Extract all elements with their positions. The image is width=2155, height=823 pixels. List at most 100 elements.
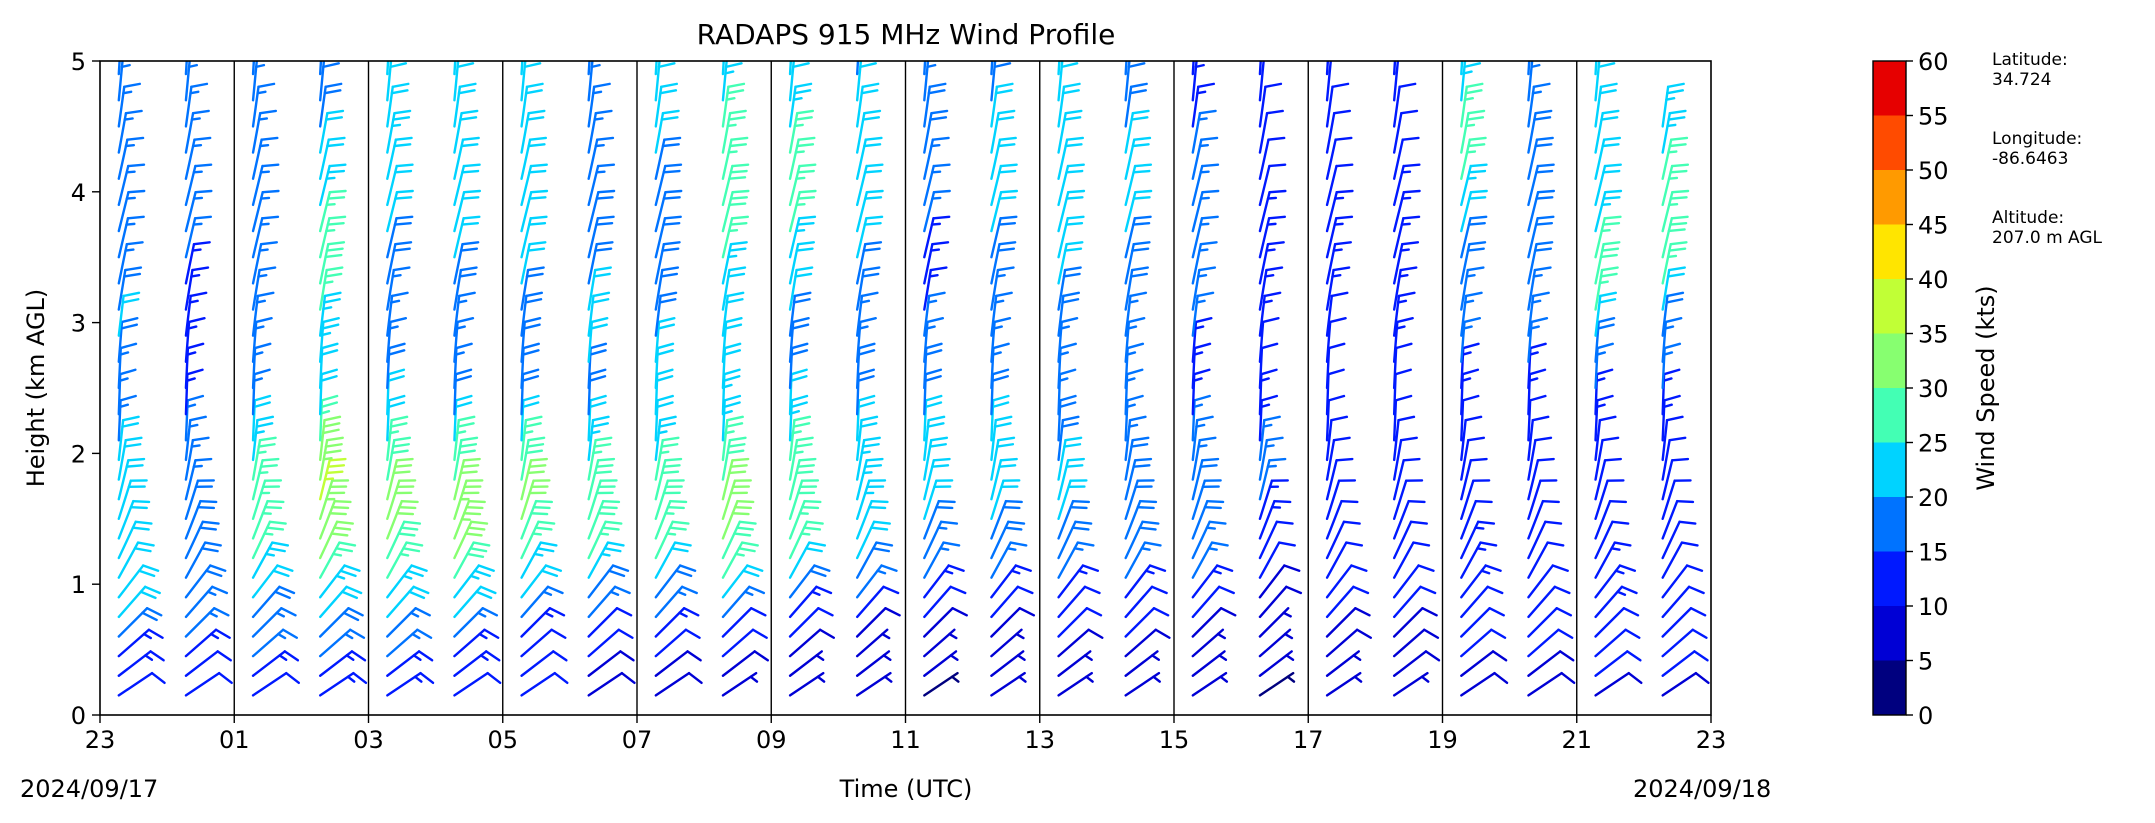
barb-feather	[791, 323, 810, 330]
colorbar-block	[1873, 497, 1906, 552]
barb-feather	[136, 541, 155, 547]
barb-shaft	[1392, 459, 1405, 501]
wind-barb	[251, 436, 277, 481]
wind-barb	[1057, 499, 1091, 540]
barb-half-feather	[1264, 274, 1275, 278]
wind-barb	[251, 215, 280, 259]
barb-feather	[524, 30, 539, 34]
barb-feather	[588, 401, 607, 409]
barb-half-feather	[1463, 45, 1471, 47]
barb-feather	[320, 368, 338, 376]
barb-half-feather	[185, 377, 196, 382]
barb-half-feather	[795, 229, 806, 233]
barb-feather	[1062, 291, 1081, 298]
wind-barb	[386, 215, 414, 259]
barb-feather	[591, 422, 609, 428]
barb-feather	[526, 443, 545, 448]
wind-barb	[520, 136, 548, 180]
barb-feather	[1262, 30, 1277, 34]
wind-barb	[587, 520, 623, 560]
barb-feather	[1622, 607, 1640, 617]
barb-feather	[1466, 266, 1485, 272]
wind-barb	[251, 479, 283, 520]
wind-barb	[251, 520, 287, 560]
wind-barb	[788, 215, 817, 259]
wind-barb	[990, 415, 1013, 462]
barb-half-feather	[1077, 569, 1088, 575]
barb-feather	[324, 253, 343, 259]
barb-feather	[1464, 89, 1483, 95]
barb-feather	[1535, 196, 1554, 200]
barb-feather	[996, 247, 1016, 252]
barb-feather	[546, 585, 564, 595]
barb-feather	[532, 505, 551, 510]
barb-half-feather	[815, 654, 825, 661]
barb-feather	[324, 443, 343, 448]
barb-feather	[1126, 394, 1144, 402]
barb-feather	[790, 368, 808, 376]
barb-feather	[1273, 499, 1292, 504]
barb-shaft	[587, 61, 591, 76]
barb-half-feather	[335, 574, 346, 580]
barb-feather	[1534, 436, 1553, 442]
wind-barb	[1392, 61, 1401, 102]
wind-barb	[117, 564, 160, 599]
barb-feather	[798, 163, 817, 168]
barb-feather	[1666, 82, 1685, 88]
barb-shaft	[1661, 438, 1671, 481]
colorbar-blocks	[1873, 61, 1906, 715]
barb-half-feather	[1262, 423, 1273, 428]
barb-half-feather	[881, 632, 891, 640]
barb-feather	[796, 196, 816, 200]
barb-shaft	[990, 585, 1019, 619]
wind-barb	[788, 436, 814, 481]
wind-barb	[318, 61, 340, 102]
barb-feather	[486, 671, 502, 685]
barb-feather	[281, 628, 298, 639]
barb-feather	[528, 221, 547, 226]
barb-feather	[536, 547, 555, 553]
wind-barb	[1124, 436, 1150, 481]
colorbar-block	[1873, 115, 1906, 170]
barb-feather	[194, 163, 213, 168]
wind-barb	[1527, 628, 1574, 658]
wind-barb	[184, 650, 232, 677]
barb-feather	[335, 547, 354, 553]
wind-barb	[520, 61, 542, 102]
barb-half-feather	[323, 280, 334, 285]
barb-feather	[796, 221, 815, 226]
barb-shaft	[788, 607, 820, 638]
wind-barb	[923, 650, 959, 677]
wind-barb	[453, 215, 481, 259]
wind-barb	[923, 266, 948, 311]
barb-feather	[932, 457, 951, 462]
barb-feather	[325, 266, 344, 272]
barb-half-feather	[790, 409, 801, 415]
wind-barb	[1057, 479, 1088, 520]
latitude-value: 34.724	[1992, 70, 2052, 90]
barb-shaft	[1325, 479, 1341, 520]
barb-feather	[1670, 163, 1690, 168]
barb-feather	[797, 136, 816, 141]
wind-barb	[184, 541, 222, 579]
barb-half-feather	[254, 430, 265, 435]
barb-half-feather	[949, 654, 959, 661]
barb-feather	[1340, 499, 1359, 504]
barb-feather	[1466, 247, 1485, 252]
barb-feather	[521, 368, 540, 376]
barb-feather	[328, 457, 347, 462]
barb-half-feather	[192, 170, 203, 174]
barb-half-feather	[1015, 632, 1025, 640]
wind-barb	[788, 415, 812, 462]
barb-feather	[792, 61, 797, 62]
wind-barb	[1460, 163, 1488, 207]
barb-feather	[932, 163, 951, 168]
barb-feather	[872, 547, 891, 553]
wind-barb	[386, 457, 414, 501]
barb-feather	[1467, 109, 1486, 115]
barb-feather	[656, 401, 674, 409]
barb-feather	[1685, 564, 1704, 572]
barb-feather	[1598, 415, 1617, 422]
barb-feather	[1199, 241, 1218, 246]
wind-barb	[923, 316, 945, 364]
